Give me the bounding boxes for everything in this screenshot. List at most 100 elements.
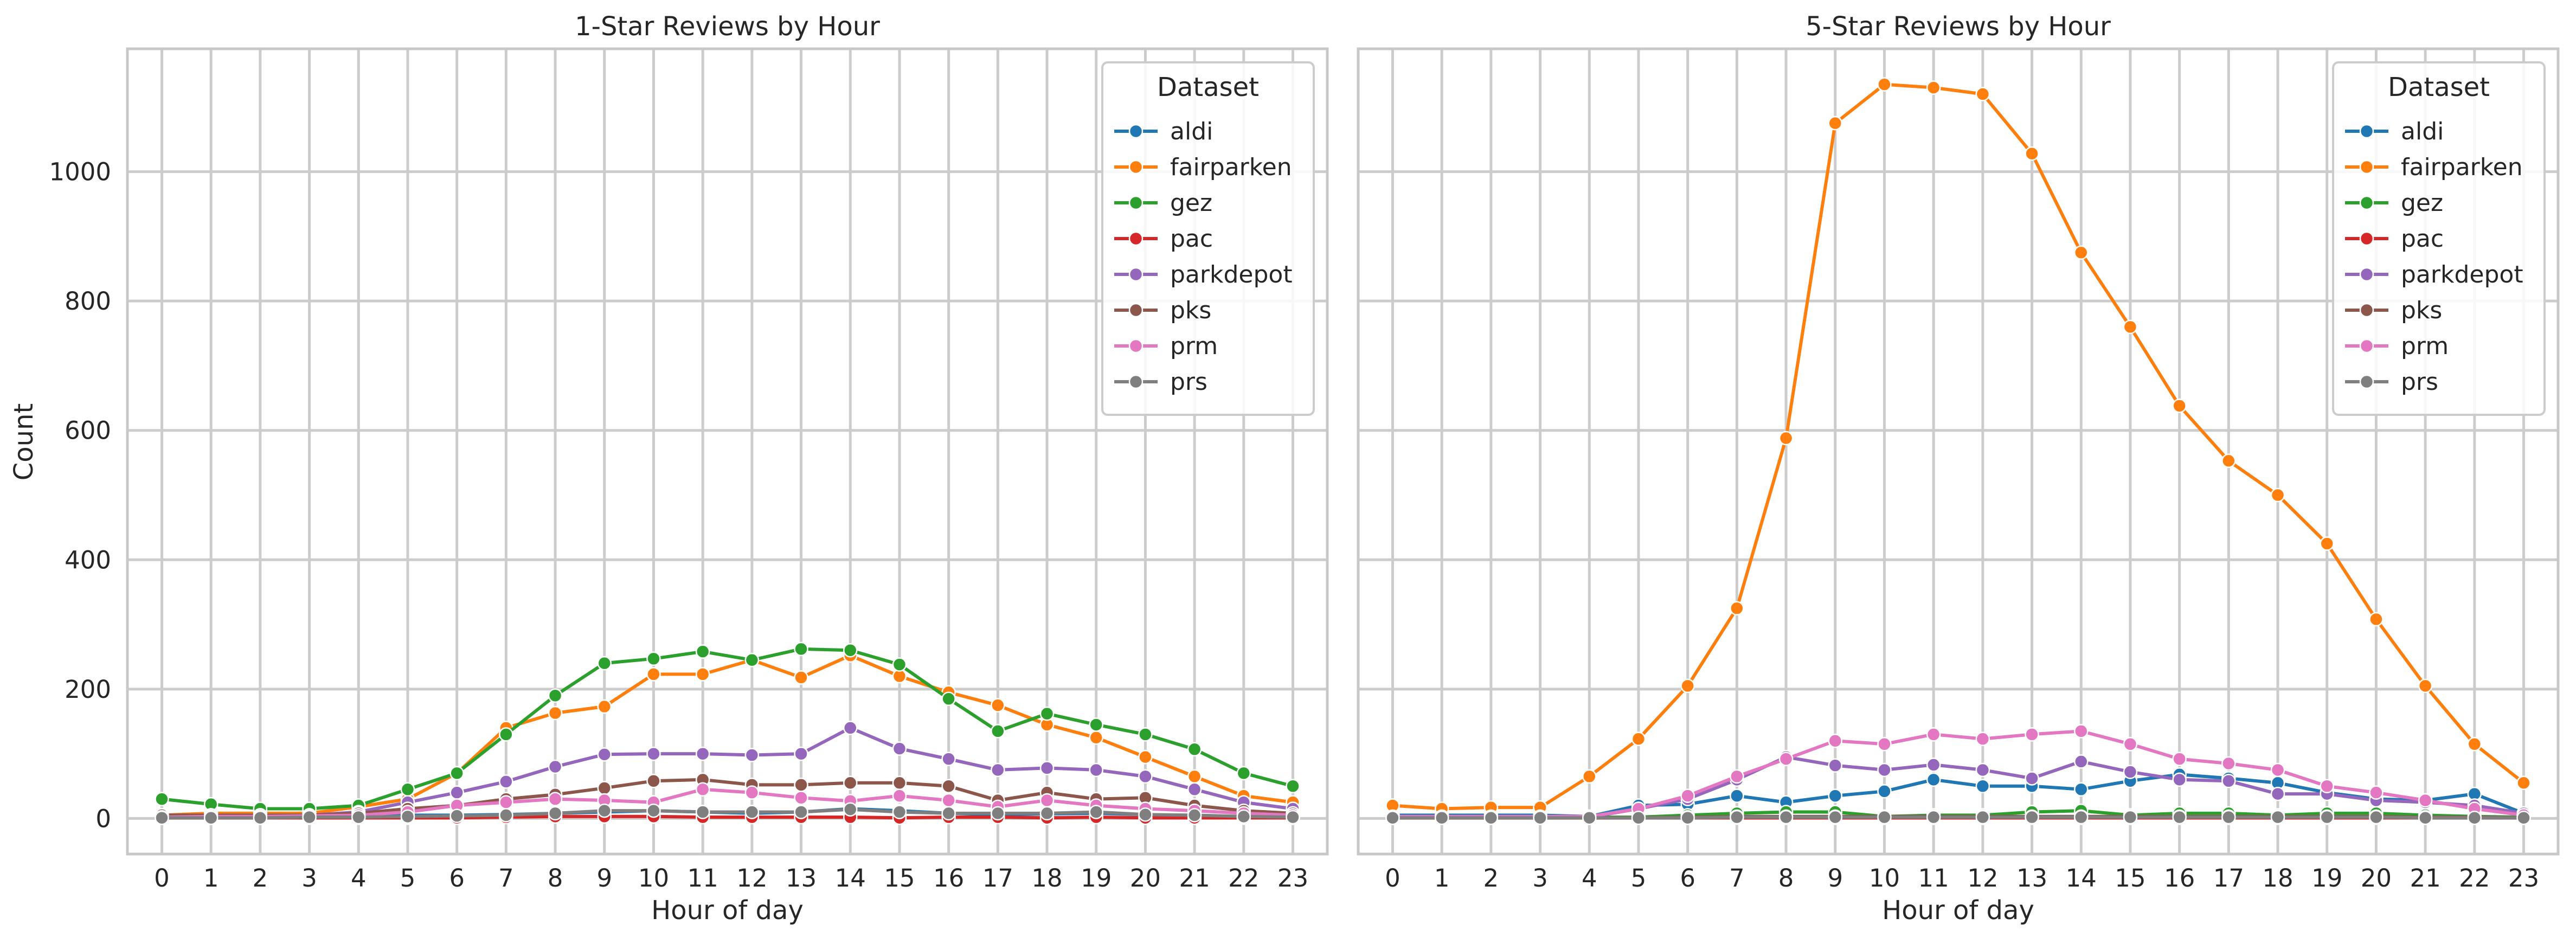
y-tick-label: 600 [65,416,111,445]
x-tick-label: 3 [301,864,317,893]
panel-5-star: 0 1 2 3 4 5 6 7 8 9 10 11 12 13 14 15 16 17 18 19 20 21 22 235-… [1357,11,2560,926]
x-tick-label: 6 [1680,864,1695,893]
y-tick-label: 1000 [49,158,111,187]
x-tick-label: 5 [400,864,416,893]
data-point [941,806,956,821]
data-point [2270,786,2285,801]
data-point [794,746,808,761]
data-point [892,657,907,672]
data-point [597,803,612,818]
data-point [302,810,317,825]
data-point [1187,769,1202,784]
data-point [1828,810,1843,825]
x-tick-label: 10 [638,864,669,893]
data-point [597,699,612,714]
data-point [2320,779,2334,794]
data-point [2369,612,2384,627]
data-point [1039,761,1055,775]
x-tick-label: 11 [688,864,718,893]
data-point [794,670,808,685]
data-point [548,792,563,806]
legend-item-prm: prm [2345,332,2449,360]
data-point [843,802,858,817]
legend-marker [2359,267,2374,282]
data-point [2516,810,2531,825]
x-tick-label: 20 [2361,864,2392,893]
x-tick-label: 3 [1532,864,1548,893]
x-tick-label: 16 [2164,864,2195,893]
legend: Dataset aldi fairparken gez pac parkdepot pks p… [1101,61,1315,416]
legend-label: prm [2401,332,2449,360]
data-point [499,795,513,810]
legend-marker [1128,267,1144,282]
data-point [1730,788,1744,803]
data-point [597,747,612,762]
data-point [1286,779,1300,794]
legend-label: pac [1170,225,1213,253]
series-fairparken [1385,77,2531,816]
x-tick-label: 22 [2459,864,2490,893]
legend-item-prm: prm [1114,332,1218,360]
data-point [1778,431,1794,446]
data-point [2467,810,2482,825]
x-tick-label: 15 [884,864,915,893]
data-point [1089,805,1103,819]
data-point [991,724,1005,739]
data-point [2369,785,2384,800]
data-point [744,748,760,762]
data-point [646,803,661,818]
legend-item-pks: pks [2345,297,2442,324]
data-point [1730,601,1744,615]
data-point [1286,810,1300,825]
data-point [1089,717,1103,732]
data-point [548,705,563,721]
legend-marker [1128,159,1144,175]
legend-label: pac [2401,225,2444,253]
legend-item-fairparken: fairparken [2345,153,2523,181]
legend-marker [2359,338,2374,354]
data-point [1533,810,1547,825]
x-tick-label: 4 [351,864,367,893]
legend-label: pks [2401,297,2442,324]
x-tick-label: 9 [1827,864,1843,893]
data-point [2073,754,2089,769]
data-point [499,808,513,823]
legend-item-parkdepot: parkdepot [1114,261,1293,288]
legend-marker [2359,124,2374,139]
legend-item-pac: pac [1114,225,1213,253]
y-tick-label: 800 [65,287,111,316]
legend-marker [2359,231,2374,246]
x-tick-label: 8 [548,864,563,893]
legend-label: parkdepot [1170,261,1293,288]
data-point [1926,772,1941,787]
data-point [2172,399,2187,413]
x-tick-label: 20 [1130,864,1161,893]
legend-label: fairparken [1170,153,1292,181]
legend-marker [2359,195,2374,210]
legend-item-pac: pac [2345,225,2444,253]
panel-1-star: 0 1 2 3 4 5 6 7 8 9 10 11 12 13 14 15 16 17 18 19 20 21 22 2302… [49,11,1329,926]
data-point [1877,784,1892,799]
x-tick-label: 13 [786,864,817,893]
legend-marker [1128,124,1144,139]
y-tick-label: 0 [95,804,111,833]
x-tick-label: 0 [154,864,170,893]
x-tick-label: 22 [1228,864,1259,893]
legend-label: aldi [2401,118,2444,145]
data-point [991,698,1005,712]
data-point [794,778,808,792]
data-point [1089,730,1103,745]
legend-marker [2359,303,2374,318]
legend-title: Dataset [1157,72,1259,102]
series-line-prs [160,807,1295,820]
data-point [548,759,563,774]
legend-label: gez [1170,189,1212,217]
data-point [1877,810,1892,825]
x-tick-label: 19 [2311,864,2342,893]
data-point [1877,762,1892,778]
x-tick-label: 0 [1385,864,1401,893]
data-point [1975,87,1990,101]
data-point [2123,319,2138,335]
data-point [2025,727,2039,742]
